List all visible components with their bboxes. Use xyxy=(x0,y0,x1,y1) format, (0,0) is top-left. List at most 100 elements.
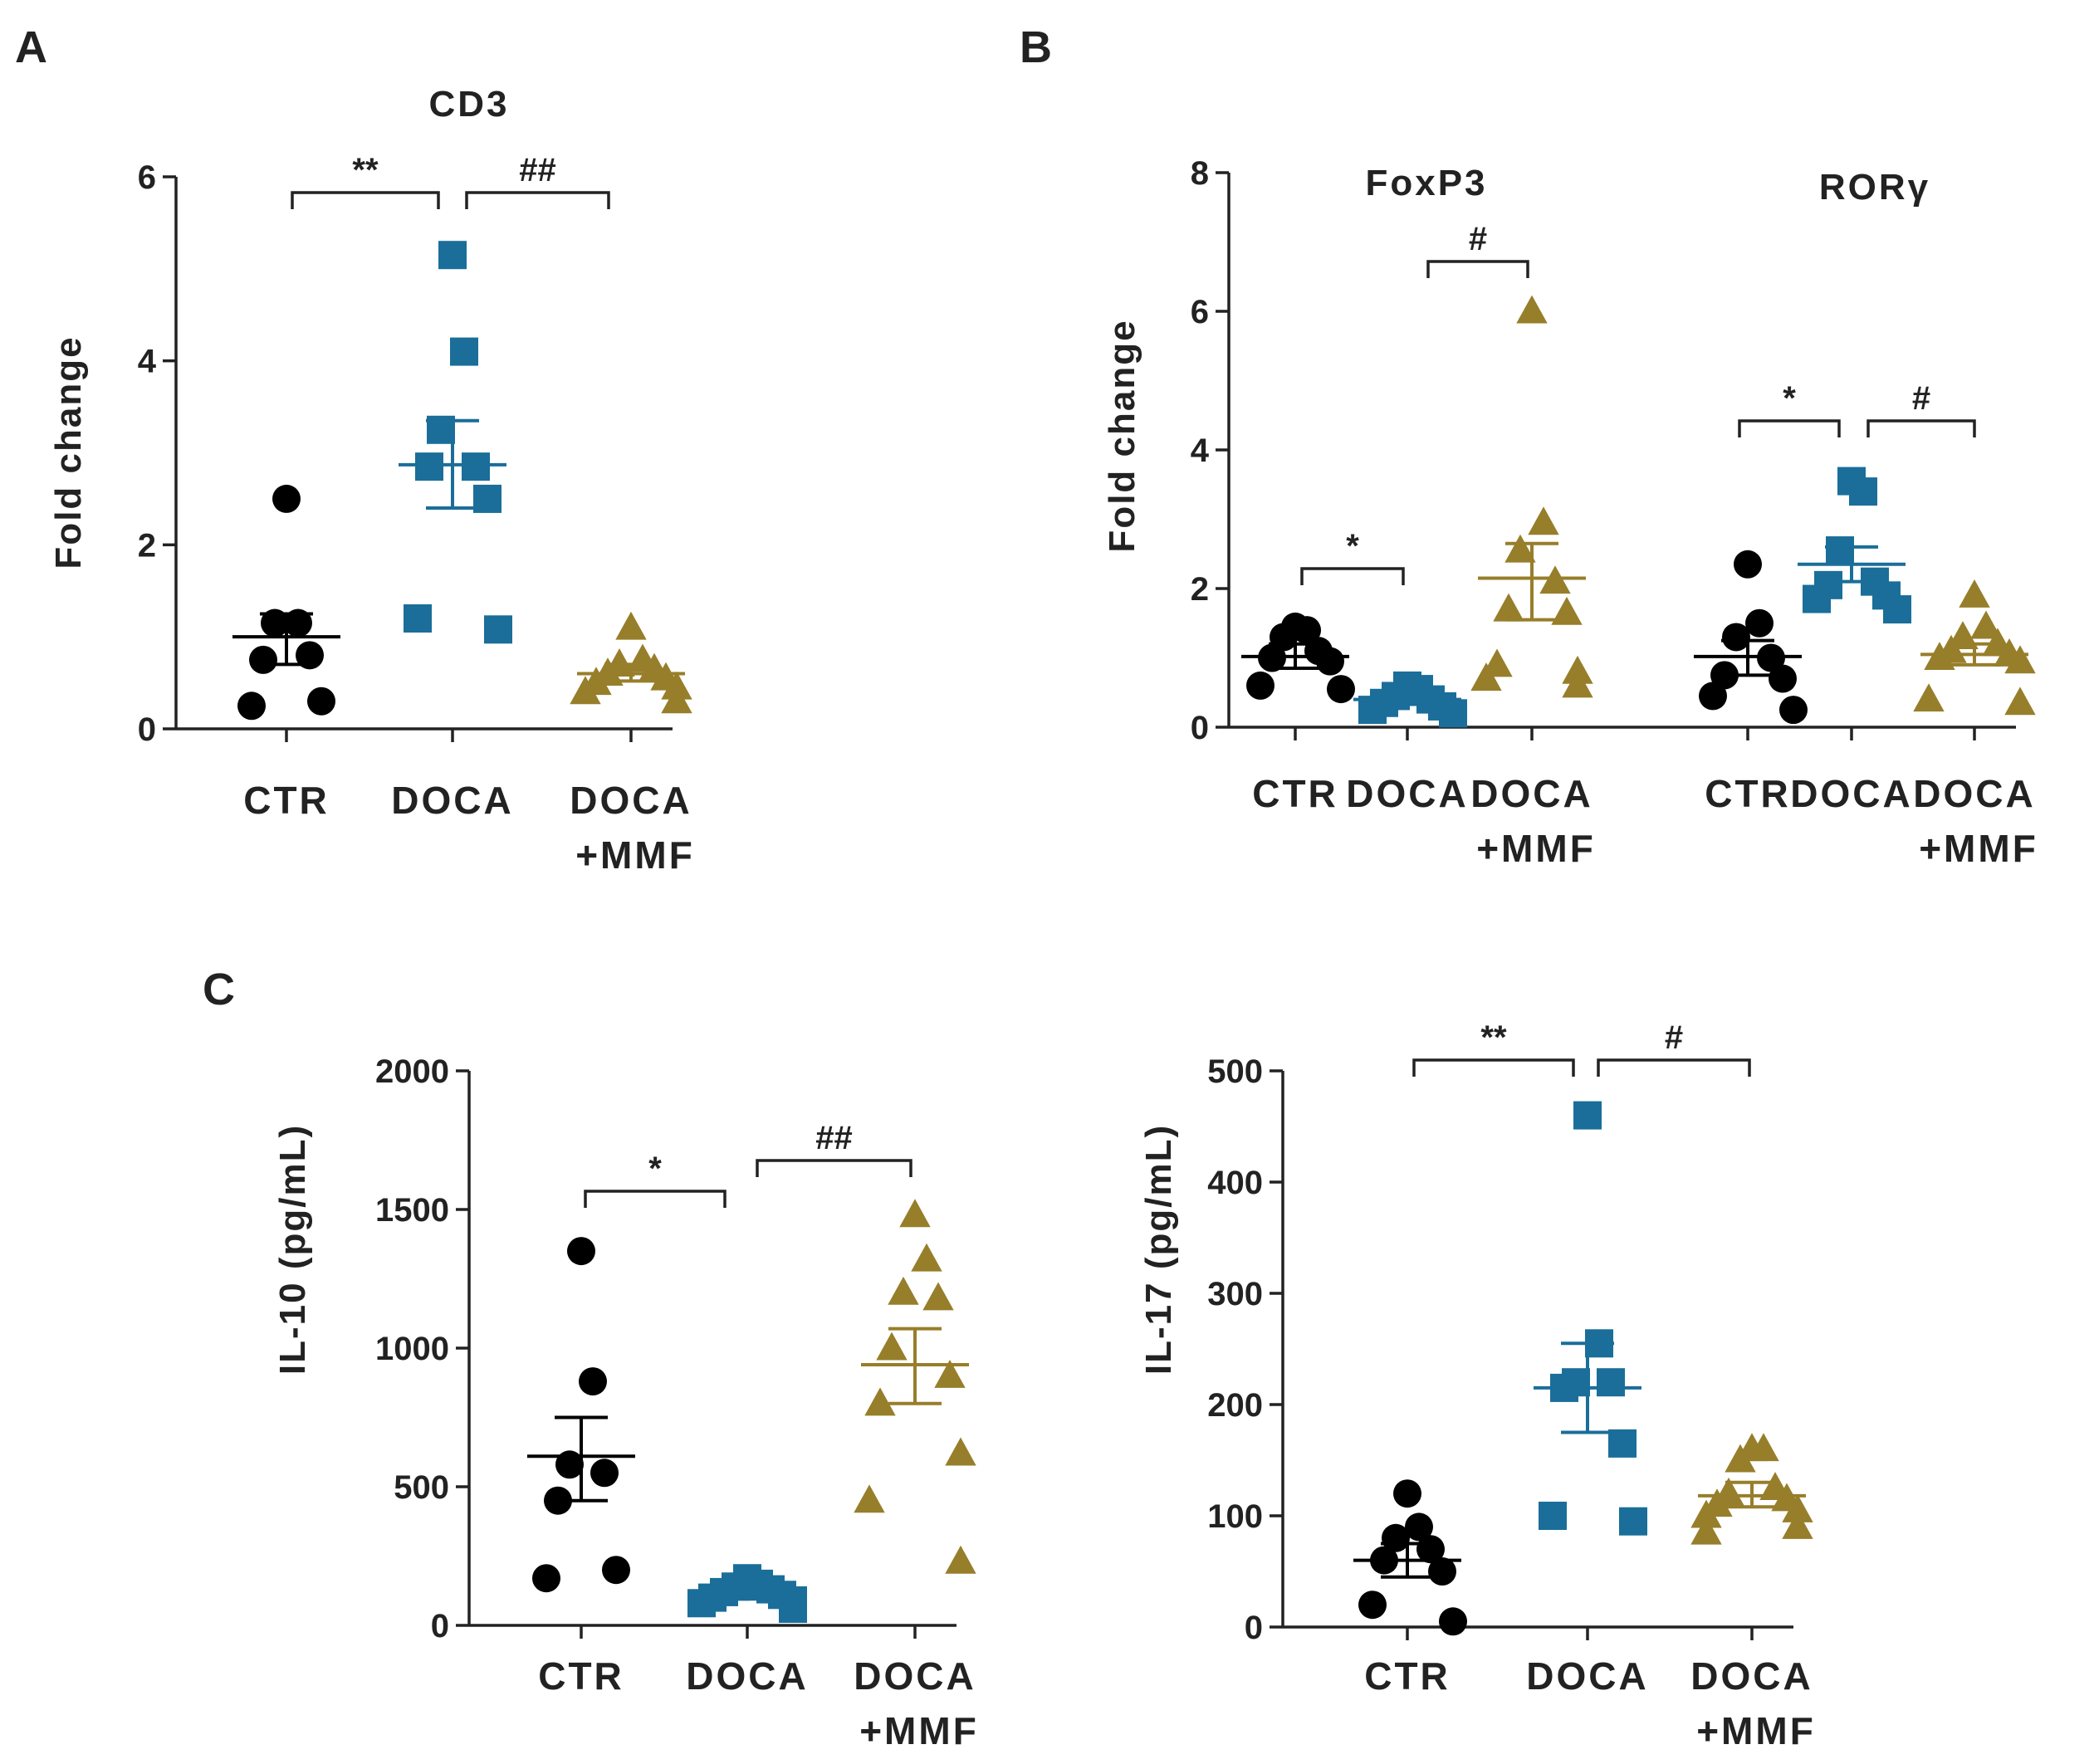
significance-label: ## xyxy=(519,152,556,188)
plot-area-a: 0 2 4 6 CTR DOCA DOCA +MMF ** ## xyxy=(138,152,692,877)
y-tick-label: 4 xyxy=(138,344,157,380)
data-point xyxy=(1608,1429,1637,1458)
x-category-label: DOCA xyxy=(1790,772,1912,815)
y-tick-label: 1000 xyxy=(375,1331,449,1367)
y-tick-label: 100 xyxy=(1207,1498,1263,1535)
data-point xyxy=(1504,534,1536,563)
data-point xyxy=(1358,1591,1387,1620)
data-point xyxy=(1619,1507,1647,1536)
y-tick-label: 2000 xyxy=(375,1053,449,1090)
data-point xyxy=(1493,593,1524,622)
y-tick-label: 0 xyxy=(1245,1610,1263,1646)
x-category-label: +MMF xyxy=(1696,1709,1816,1752)
x-category-label: +MMF xyxy=(1919,827,2038,870)
significance-label: ## xyxy=(815,1120,853,1156)
plot-area-c-il17: 0 100 200 300 400 500 CTR DOCA DOCA +MMF ** # xyxy=(1207,1019,1816,1752)
data-point xyxy=(1293,616,1321,645)
y-tick-label: 1500 xyxy=(375,1192,449,1229)
data-point xyxy=(567,1237,595,1266)
data-point xyxy=(579,1367,607,1396)
data-point xyxy=(1316,647,1344,676)
data-point xyxy=(532,1564,560,1593)
significance-label: # xyxy=(1665,1019,1683,1056)
data-point xyxy=(1551,596,1583,625)
x-category-label: CTR xyxy=(243,779,330,822)
panel-a: A CD3 0 2 4 6 CTR DOCA DOCA +MMF ** ## Fold chang… xyxy=(15,22,692,877)
y-tick-label: 6 xyxy=(1191,294,1209,330)
y-axis-title-b: Fold change xyxy=(1102,319,1142,552)
data-point xyxy=(1573,1101,1602,1130)
data-point xyxy=(1439,699,1467,728)
y-tick-label: 4 xyxy=(1191,432,1210,469)
panel-letter-c: C xyxy=(203,965,235,1014)
significance-bracket xyxy=(1426,260,1529,278)
data-point xyxy=(570,676,601,705)
data-point xyxy=(1539,1502,1567,1530)
significance-label: ** xyxy=(1480,1019,1507,1056)
data-point xyxy=(296,641,324,670)
data-point xyxy=(249,645,277,674)
data-point xyxy=(1970,610,2002,639)
x-category-label: CTR xyxy=(1252,772,1338,815)
x-category-label: +MMF xyxy=(1476,827,1596,870)
data-point xyxy=(1690,1499,1722,1528)
y-tick-label: 8 xyxy=(1191,155,1209,192)
data-point xyxy=(484,615,512,644)
significance-label: ** xyxy=(352,152,379,188)
x-category-label: +MMF xyxy=(859,1709,979,1752)
data-point xyxy=(854,1484,885,1513)
data-point xyxy=(284,608,312,638)
data-point xyxy=(404,604,432,633)
x-category-label: CTR xyxy=(538,1654,624,1698)
data-point xyxy=(864,1387,896,1416)
data-point xyxy=(1516,295,1548,324)
data-point xyxy=(1597,1368,1625,1397)
x-category-label: DOCA xyxy=(686,1654,808,1698)
data-point xyxy=(922,1282,954,1311)
y-tick-label: 0 xyxy=(1191,710,1209,746)
chart-title-cd3: CD3 xyxy=(428,84,509,125)
data-point xyxy=(1769,664,1797,693)
y-tick-label: 0 xyxy=(431,1608,449,1644)
x-category-label: DOCA xyxy=(854,1654,976,1698)
data-point xyxy=(1722,623,1750,652)
panel-c-il17: 0 100 200 300 400 500 CTR DOCA DOCA +MMF ** # IL-17… xyxy=(1138,1019,1816,1752)
data-point xyxy=(888,1276,919,1305)
data-point xyxy=(2004,645,2036,674)
data-point xyxy=(876,1332,908,1361)
data-point xyxy=(899,1199,931,1228)
data-point xyxy=(272,484,301,513)
data-point xyxy=(1246,671,1275,700)
data-point xyxy=(1959,579,1990,608)
data-point xyxy=(438,241,467,270)
y-axis-title-a: Fold change xyxy=(48,335,89,569)
data-point xyxy=(1826,536,1854,565)
data-point xyxy=(1439,1607,1467,1636)
data-point xyxy=(261,608,289,638)
y-tick-label: 300 xyxy=(1207,1276,1263,1312)
plot-area-c-il10: 0 500 1000 1500 2000 CTR DOCA DOCA +MMF * ## xyxy=(375,1053,979,1752)
significance-bracket xyxy=(1412,1058,1575,1077)
data-point xyxy=(1327,675,1355,704)
significance-bracket xyxy=(584,1190,727,1208)
data-point xyxy=(911,1243,942,1272)
y-tick-label: 6 xyxy=(138,159,156,196)
x-category-label: DOCA xyxy=(1346,772,1468,815)
significance-label: * xyxy=(1783,380,1796,417)
x-category-label: DOCA xyxy=(1690,1654,1813,1698)
significance-label: * xyxy=(1346,528,1359,564)
significance-bracket xyxy=(291,191,440,209)
significance-label: # xyxy=(1912,380,1930,417)
significance-bracket xyxy=(756,1159,912,1177)
significance-label: # xyxy=(1469,221,1487,257)
data-point xyxy=(934,1360,966,1388)
data-point xyxy=(1779,696,1808,725)
panel-letter-b: B xyxy=(1020,22,1052,72)
data-point xyxy=(450,337,478,366)
data-point xyxy=(1782,1511,1813,1539)
significance-bracket xyxy=(465,191,610,209)
data-point xyxy=(2004,687,2036,716)
data-point xyxy=(462,452,490,481)
